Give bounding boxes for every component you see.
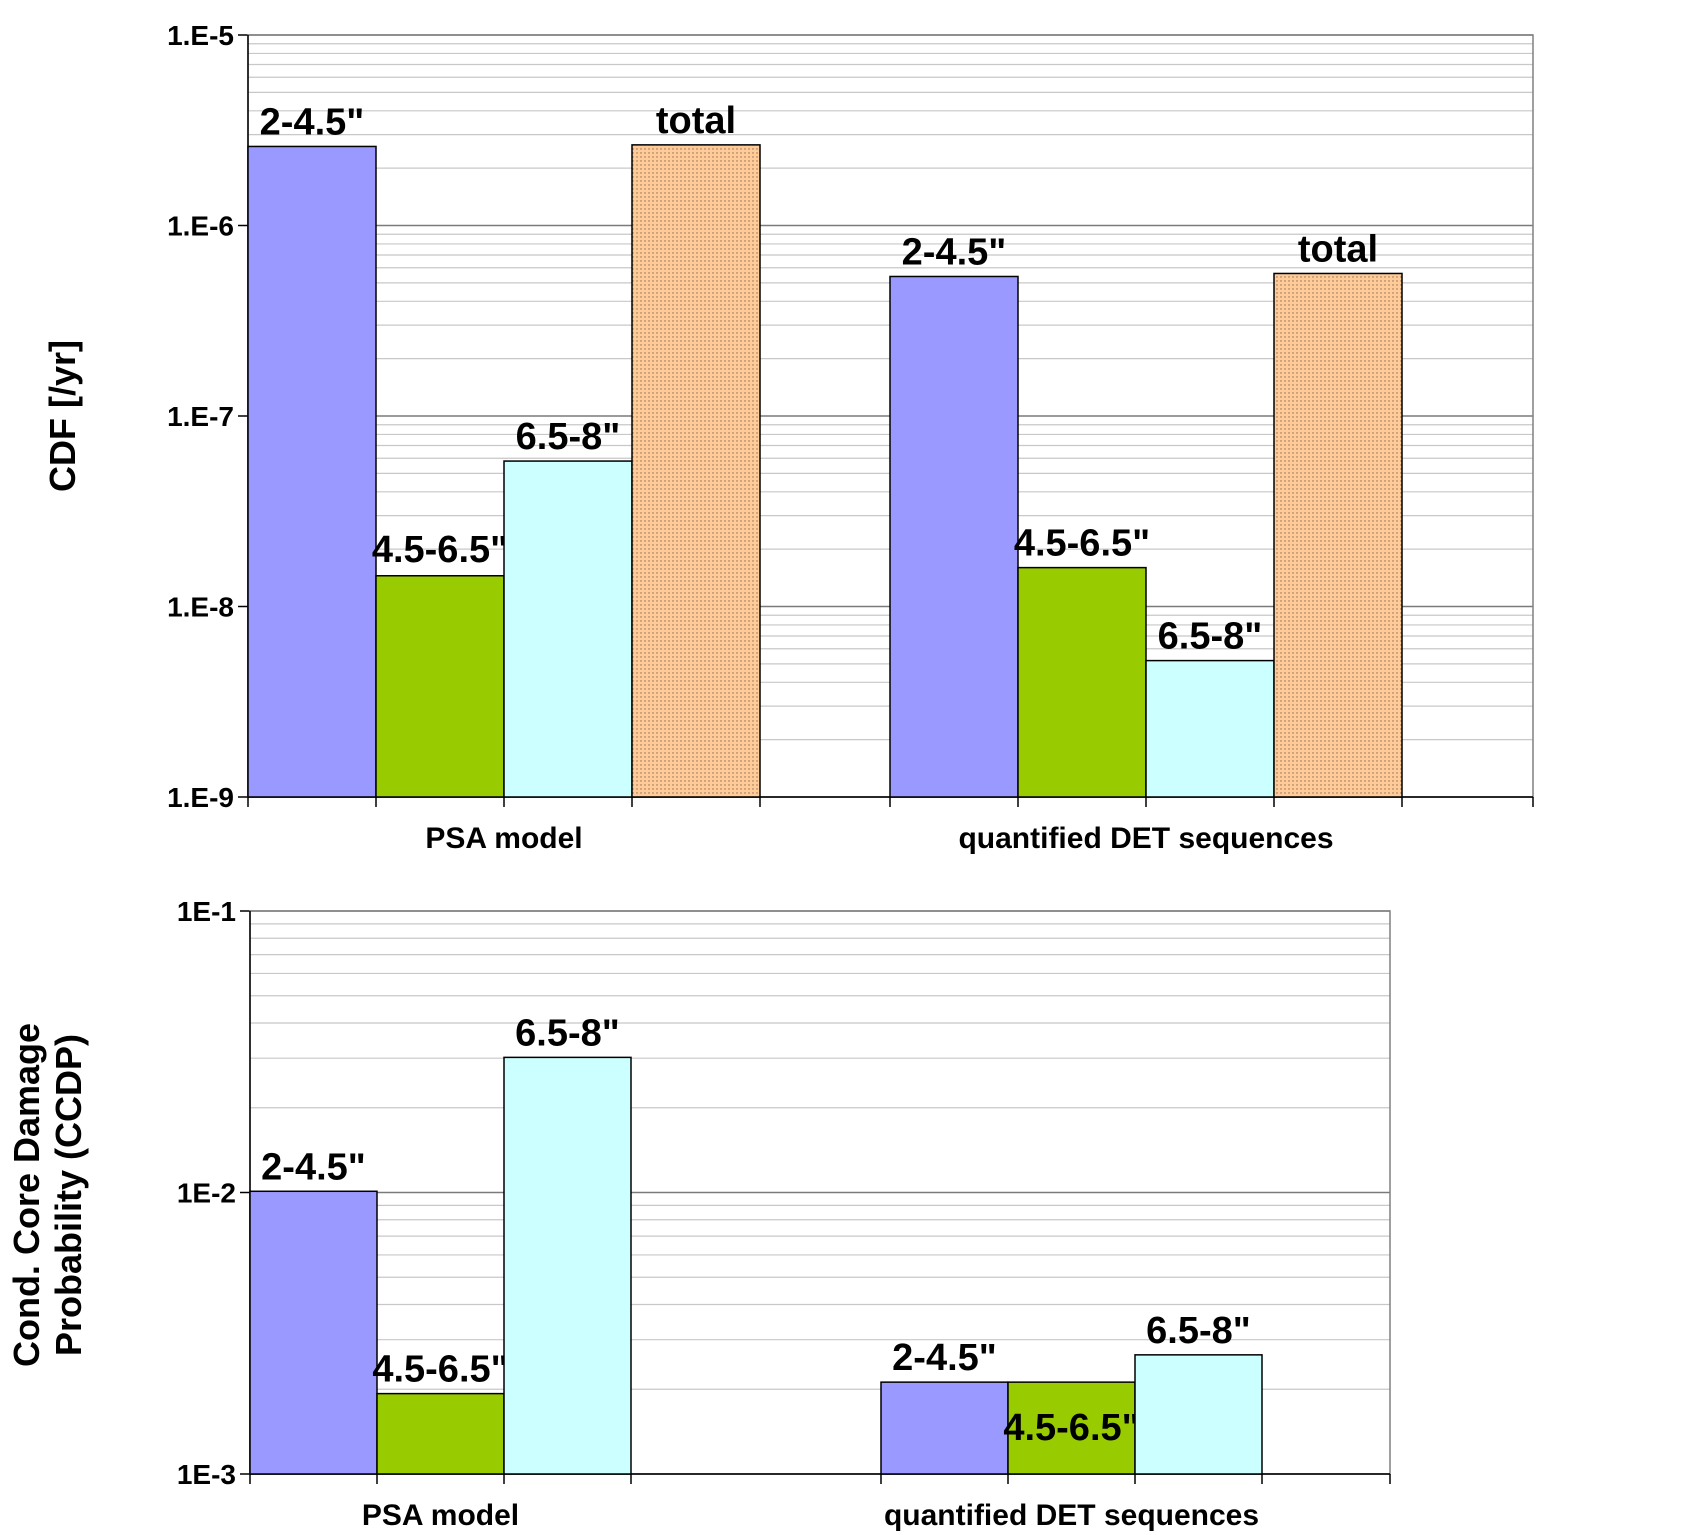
bar-total-psa-model	[631, 144, 761, 798]
y-axis-title: CDF [/yr]	[42, 340, 83, 492]
bar-2-4-5-quantified-det-sequences	[889, 275, 1019, 798]
category-label-quantified-det-sequences: quantified DET sequences	[884, 1499, 1259, 1532]
bar-4-5-6-5-quantified-det-sequences	[1017, 566, 1147, 798]
bar-2-4-5-psa-model	[247, 145, 377, 798]
category-label-psa-model: PSA model	[362, 1499, 519, 1532]
bar-label-2-4-5-quantified-det-sequences: 2-4.5"	[892, 1337, 997, 1379]
bar-label-2-4-5-quantified-det-sequences: 2-4.5"	[902, 231, 1007, 273]
bar-label-6-5-8-quantified-det-sequences: 6.5-8"	[1146, 1310, 1251, 1352]
bar-6-5-8-quantified-det-sequences	[1134, 1354, 1263, 1475]
bar-label-2-4-5-psa-model: 2-4.5"	[260, 101, 365, 143]
y-tick-label: 1.E-8	[167, 592, 234, 623]
bar-label-6-5-8-quantified-det-sequences: 6.5-8"	[1158, 616, 1263, 658]
cdf-chart: 1.E-5 1.E-6 1.E-7 1.E-8 1.E-9 2-4.5" 4.5-6.5" 6…	[42, 20, 1534, 855]
category-label-psa-model: PSA model	[425, 822, 582, 855]
bar-label-4-5-6-5-quantified-det-sequences: 4.5-6.5"	[1003, 1407, 1139, 1449]
bar-4-5-6-5-psa-model	[376, 1392, 505, 1475]
y-axis-title-line: Probability (CCDP)	[48, 1034, 89, 1356]
y-tick-label: 1.E-7	[167, 401, 234, 432]
y-axis-title-line: Cond. Core Damage	[6, 1023, 47, 1367]
bar-2-4-5-quantified-det-sequences	[880, 1381, 1009, 1475]
bar-6-5-8-psa-model	[503, 460, 633, 798]
bar-6-5-8-quantified-det-sequences	[1145, 659, 1275, 798]
y-tick-label: 1.E-9	[167, 782, 234, 813]
bar-label-2-4-5-psa-model: 2-4.5"	[261, 1146, 366, 1188]
bar-label-4-5-6-5-psa-model: 4.5-6.5"	[372, 1349, 508, 1391]
bar-label-4-5-6-5-quantified-det-sequences: 4.5-6.5"	[1014, 523, 1150, 565]
category-label-quantified-det-sequences: quantified DET sequences	[958, 822, 1333, 855]
y-axis-title-line: CDF [/yr]	[42, 340, 83, 492]
bar-label-total-quantified-det-sequences: total	[1298, 228, 1378, 270]
bar-label-total-psa-model: total	[656, 100, 736, 142]
y-tick-label: 1E-1	[177, 896, 236, 927]
bar-2-4-5-psa-model	[249, 1190, 378, 1475]
bar-4-5-6-5-psa-model	[375, 575, 505, 798]
y-axis-title: Cond. Core Damage Probability (CCDP)	[6, 1023, 89, 1367]
bar-label-6-5-8-psa-model: 6.5-8"	[515, 1012, 620, 1054]
bar-6-5-8-psa-model	[503, 1056, 632, 1475]
bar-4-5-6-5-quantified-det-sequences	[1007, 1381, 1136, 1475]
y-tick-label: 1E-2	[177, 1178, 236, 1209]
bar-total-quantified-det-sequences	[1273, 272, 1403, 798]
bar-label-6-5-8-psa-model: 6.5-8"	[516, 416, 621, 458]
y-tick-label: 1.E-5	[167, 20, 234, 51]
y-tick-label: 1E-3	[177, 1459, 236, 1490]
bar-label-4-5-6-5-psa-model: 4.5-6.5"	[372, 529, 508, 571]
y-tick-label: 1.E-6	[167, 211, 234, 242]
ccdp-chart: 1E-11E-21E-32-4.5"4.5-6.5"6.5-8"PSA mode…	[6, 896, 1391, 1532]
